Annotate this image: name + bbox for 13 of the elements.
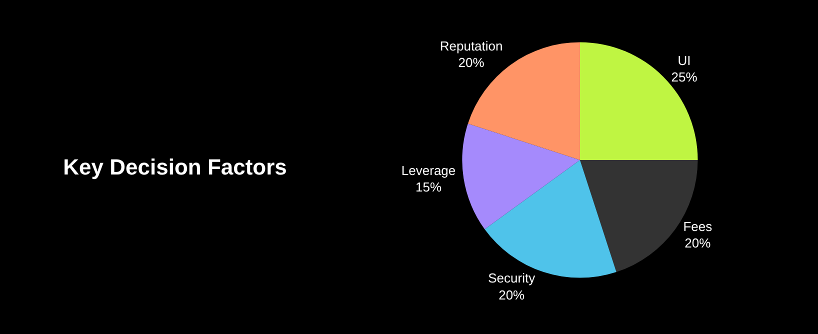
pie-slice <box>580 42 698 160</box>
data-label: 25% <box>671 70 698 85</box>
slice-label: UI <box>678 52 691 68</box>
data-label: 20% <box>498 287 526 302</box>
data-label: 15% <box>416 180 442 195</box>
slice-label: Fees <box>683 218 713 234</box>
slice-label: Security <box>488 270 536 286</box>
text: Key Decision Factors <box>63 154 287 180</box>
data-label: 20% <box>684 236 712 251</box>
data-label: 20% <box>458 55 485 70</box>
pie-slice <box>462 124 580 230</box>
slice-label: Leverage <box>401 162 456 178</box>
slice-label: Reputation <box>440 38 503 54</box>
